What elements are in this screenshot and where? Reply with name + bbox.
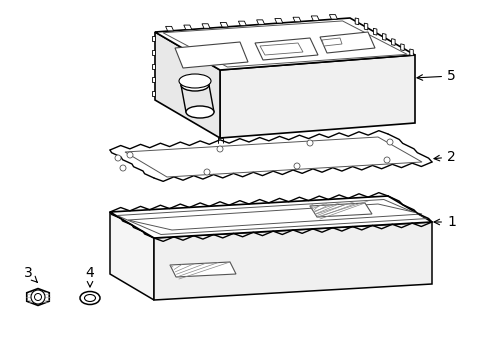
- Polygon shape: [110, 212, 154, 300]
- Polygon shape: [184, 25, 192, 30]
- Ellipse shape: [181, 79, 209, 91]
- Polygon shape: [170, 262, 236, 277]
- Polygon shape: [218, 138, 222, 144]
- Polygon shape: [383, 33, 386, 40]
- Polygon shape: [128, 204, 422, 230]
- Polygon shape: [310, 203, 372, 217]
- Circle shape: [217, 146, 223, 152]
- Polygon shape: [293, 17, 301, 22]
- Circle shape: [34, 293, 42, 301]
- Ellipse shape: [80, 292, 100, 305]
- Polygon shape: [218, 138, 222, 144]
- Polygon shape: [218, 138, 222, 144]
- Circle shape: [307, 140, 313, 146]
- Ellipse shape: [179, 74, 211, 88]
- Polygon shape: [239, 21, 246, 26]
- Polygon shape: [154, 222, 432, 300]
- Polygon shape: [401, 44, 404, 51]
- Polygon shape: [392, 39, 395, 45]
- Polygon shape: [218, 138, 222, 144]
- Polygon shape: [218, 138, 222, 144]
- Polygon shape: [151, 63, 155, 68]
- Circle shape: [127, 152, 133, 158]
- Polygon shape: [110, 196, 432, 238]
- Polygon shape: [311, 16, 319, 21]
- Circle shape: [387, 139, 393, 145]
- Polygon shape: [364, 23, 368, 30]
- Polygon shape: [218, 138, 222, 144]
- Polygon shape: [218, 138, 222, 144]
- Polygon shape: [320, 32, 375, 53]
- Polygon shape: [329, 15, 338, 19]
- Circle shape: [204, 169, 210, 175]
- Text: 2: 2: [434, 150, 456, 164]
- Polygon shape: [322, 38, 342, 46]
- Polygon shape: [255, 38, 318, 60]
- Polygon shape: [175, 42, 248, 68]
- Ellipse shape: [186, 106, 214, 118]
- Polygon shape: [260, 43, 303, 55]
- Polygon shape: [27, 289, 49, 305]
- Polygon shape: [220, 55, 415, 138]
- Polygon shape: [202, 24, 210, 28]
- Polygon shape: [151, 36, 155, 41]
- Text: 1: 1: [434, 215, 456, 229]
- Polygon shape: [373, 28, 377, 35]
- Polygon shape: [257, 20, 265, 24]
- Polygon shape: [218, 138, 222, 144]
- Circle shape: [384, 157, 390, 163]
- Text: 5: 5: [417, 69, 456, 83]
- Polygon shape: [151, 50, 155, 55]
- Polygon shape: [151, 77, 155, 82]
- Polygon shape: [275, 19, 283, 23]
- Circle shape: [294, 163, 300, 169]
- Polygon shape: [163, 21, 407, 67]
- Circle shape: [31, 290, 45, 304]
- Circle shape: [115, 155, 121, 161]
- Polygon shape: [218, 138, 222, 144]
- Polygon shape: [110, 134, 432, 178]
- Polygon shape: [155, 18, 415, 70]
- Polygon shape: [218, 138, 222, 144]
- Polygon shape: [220, 22, 228, 27]
- Polygon shape: [166, 26, 173, 31]
- Text: 3: 3: [24, 266, 37, 282]
- Polygon shape: [151, 91, 155, 96]
- Polygon shape: [410, 49, 413, 56]
- Circle shape: [120, 165, 126, 171]
- Polygon shape: [355, 18, 359, 25]
- Ellipse shape: [84, 294, 96, 302]
- Polygon shape: [155, 32, 220, 138]
- Text: 4: 4: [86, 266, 95, 287]
